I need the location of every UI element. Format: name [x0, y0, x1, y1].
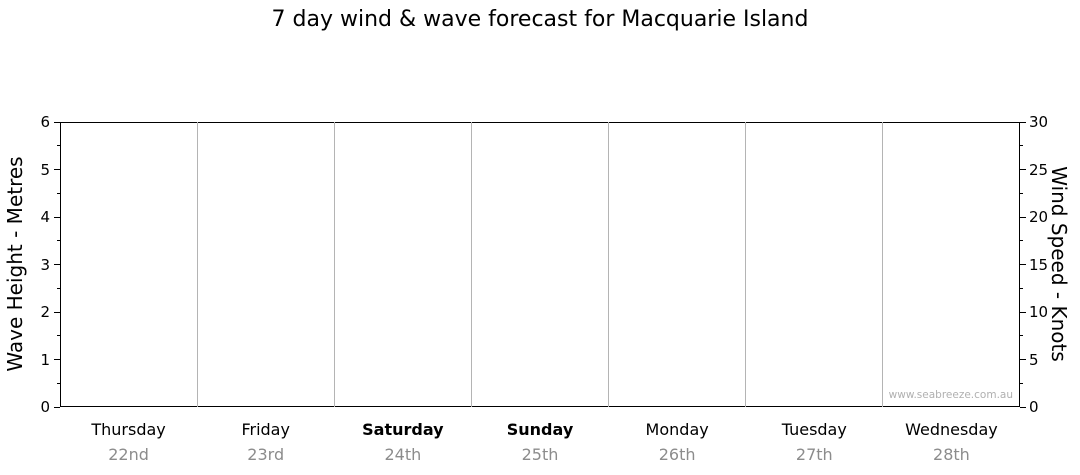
y-right-tick	[1020, 216, 1026, 218]
y-right-tick-label: 5	[1029, 350, 1039, 369]
y-left-tick-label: 6	[40, 113, 50, 131]
y-left-tick-label: 4	[40, 208, 50, 226]
y-left-tick	[54, 359, 60, 360]
day-name-label: Monday	[645, 420, 709, 439]
y-right-minor-tick	[1020, 192, 1023, 194]
day-date-label: 27th	[795, 445, 833, 464]
y-left-tick	[54, 121, 60, 123]
chart-title: 7 day wind & wave forecast for Macquarie…	[271, 7, 809, 32]
day-separator-gridline	[882, 122, 884, 407]
day-date-label: 26th	[658, 445, 696, 464]
day-separator-gridline	[608, 122, 610, 407]
day-separator-gridline	[745, 122, 747, 407]
y-right-tick-label: 0	[1029, 398, 1039, 416]
y-right-tick-label: 25	[1029, 160, 1049, 179]
day-separator-gridline	[470, 122, 472, 407]
y-right-tick-label: 30	[1029, 113, 1049, 131]
day-name-label: Friday	[241, 420, 290, 439]
y-left-tick	[54, 169, 60, 170]
y-left-minor-tick	[57, 145, 60, 147]
y-left-tick-label: 0	[40, 398, 50, 416]
y-left-minor-tick	[57, 192, 60, 194]
y-left-minor-tick	[57, 287, 60, 289]
y-left-tick	[54, 264, 60, 265]
y-right-tick-label: 20	[1029, 208, 1049, 226]
y-left-tick-label: 2	[40, 303, 50, 321]
plot-area: www.seabreeze.com.au	[60, 122, 1020, 407]
y-right-minor-tick	[1020, 335, 1023, 337]
day-name-label: Wednesday	[905, 420, 998, 439]
day-date-label: 24th	[384, 445, 422, 464]
y-left-tick-label: 1	[40, 350, 50, 369]
watermark-text: www.seabreeze.com.au	[888, 389, 1013, 401]
day-date-label: 23rd	[247, 445, 285, 464]
day-date-label: 22nd	[108, 445, 149, 464]
day-separator-gridline	[196, 122, 198, 407]
y-right-tick-label: 15	[1029, 255, 1049, 274]
day-name-label: Saturday	[362, 420, 444, 439]
y-left-tick-label: 5	[40, 160, 50, 179]
y-right-tick	[1020, 121, 1026, 123]
day-date-label: 28th	[933, 445, 970, 464]
day-separator-gridline	[333, 122, 335, 407]
y-right-minor-tick	[1020, 145, 1023, 147]
y-right-tick	[1020, 359, 1026, 360]
y-right-tick	[1020, 169, 1026, 170]
day-date-label: 25th	[521, 445, 559, 464]
y-left-tick-label: 3	[40, 255, 50, 274]
day-name-label: Sunday	[506, 420, 574, 439]
day-name-label: Tuesday	[781, 420, 847, 439]
y-left-minor-tick	[57, 335, 60, 337]
y-left-tick	[54, 311, 60, 313]
y-right-tick-label: 10	[1029, 303, 1049, 321]
y-right-minor-tick	[1020, 382, 1023, 384]
y-left-minor-tick	[57, 382, 60, 384]
y-right-minor-tick	[1020, 287, 1023, 289]
y-left-minor-tick	[57, 240, 60, 242]
y-right-minor-tick	[1020, 240, 1023, 242]
day-name-label: Thursday	[91, 420, 166, 439]
y-right-tick	[1020, 406, 1026, 408]
y-left-tick	[54, 216, 60, 218]
y-right-tick	[1020, 311, 1026, 313]
y-left-tick	[54, 406, 60, 408]
y-right-tick	[1020, 264, 1026, 265]
